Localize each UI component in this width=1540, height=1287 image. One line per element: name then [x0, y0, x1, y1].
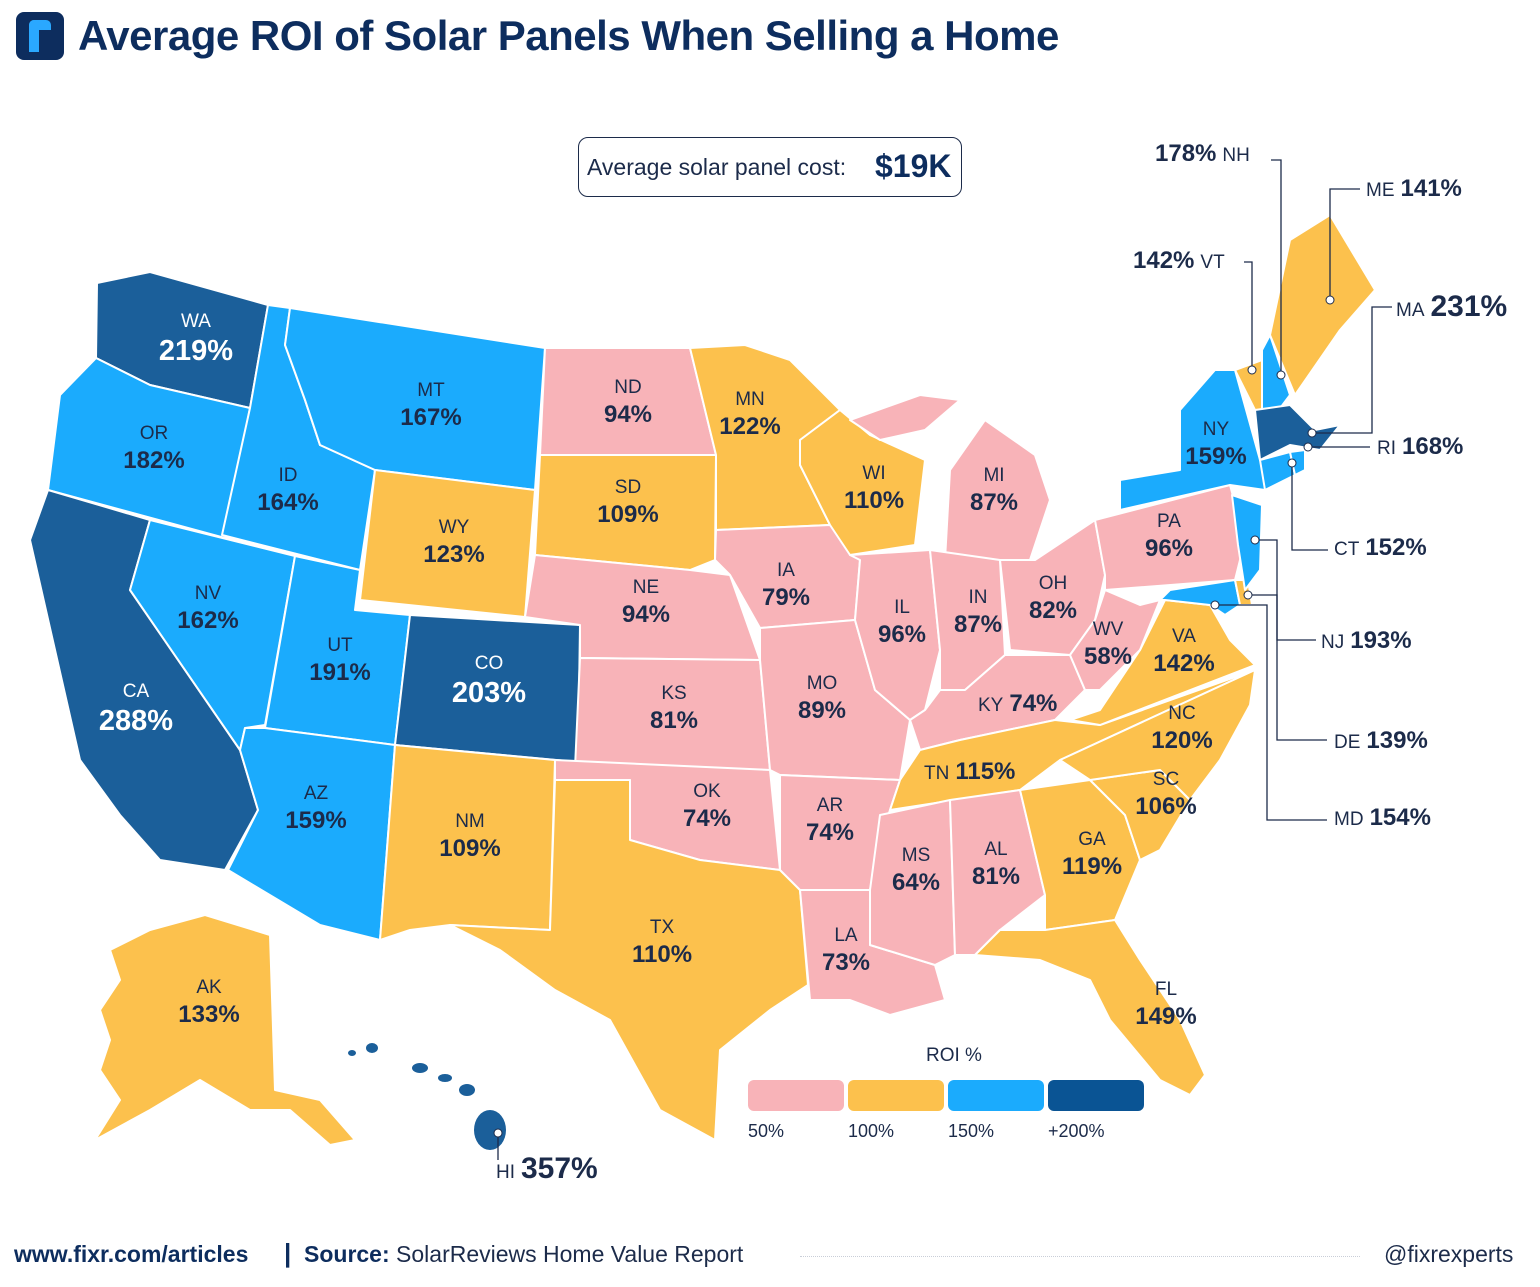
label-sc: SC 106%	[1135, 769, 1197, 820]
state-ma	[1254, 404, 1341, 461]
label-ca: CA 288%	[98, 681, 174, 737]
label-ms: MS 64%	[891, 845, 941, 896]
label-mi: MI 87%	[969, 465, 1019, 516]
label-hi: HI 357%	[496, 1152, 598, 1185]
label-mt: MT 167%	[400, 380, 462, 431]
state-nj	[1231, 494, 1263, 591]
state-fl	[974, 919, 1206, 1096]
label-al: AL 81%	[971, 839, 1021, 890]
label-ky: KY 74%	[978, 690, 1058, 717]
label-ct: CT 152%	[1334, 534, 1427, 561]
state-me	[1269, 214, 1376, 396]
legend-swatch-over-200	[1048, 1080, 1144, 1111]
legend-title: ROI %	[926, 1045, 982, 1066]
label-de: DE 139%	[1334, 727, 1428, 754]
label-wa: WA 219%	[158, 311, 234, 367]
state-tx	[449, 779, 809, 1141]
label-il: IL 96%	[877, 597, 927, 648]
footer-source-name: SolarReviews Home Value Report	[396, 1241, 744, 1267]
label-id: ID 164%	[257, 465, 319, 516]
label-ut: UT 191%	[309, 635, 371, 686]
label-ny: NY 159%	[1185, 419, 1247, 470]
leader-lines	[497, 159, 1392, 1160]
state-sd	[534, 454, 717, 571]
legend-swatch-150-200	[948, 1080, 1044, 1111]
label-ia: IA 79%	[761, 560, 811, 611]
state-az	[227, 727, 396, 941]
label-mn: MN 122%	[719, 389, 781, 440]
label-ks: KS 81%	[649, 683, 699, 734]
label-ma: MA 231%	[1396, 290, 1508, 323]
footer-source-label: Source:	[304, 1241, 390, 1267]
fixr-logo	[16, 12, 64, 60]
state-hi	[348, 1043, 506, 1150]
label-nc: NC 120%	[1151, 703, 1213, 754]
label-co: CO 203%	[451, 653, 527, 709]
label-nd: ND 94%	[603, 377, 653, 428]
label-tx: TX 110%	[631, 917, 693, 968]
average-cost-value: $19K	[875, 148, 952, 184]
leader-dots	[493, 295, 1335, 1138]
legend-tick-50: 50%	[748, 1121, 785, 1141]
legend-tick-200: +200%	[1048, 1121, 1105, 1141]
label-ak: AK 133%	[178, 977, 240, 1028]
label-wy: WY 123%	[423, 517, 485, 568]
label-nh: 178% NH	[1155, 140, 1250, 167]
label-fl: FL 149%	[1135, 979, 1197, 1030]
label-ri: RI 168%	[1377, 433, 1464, 460]
footer-divider	[800, 1256, 1360, 1257]
label-nm: NM 109%	[439, 811, 501, 862]
footer-handle[interactable]: @fixrexperts	[1384, 1241, 1514, 1267]
label-wi: WI 110%	[843, 463, 905, 514]
footer-separator: |	[284, 1238, 292, 1268]
label-vt: 142% VT	[1133, 247, 1225, 274]
page-title: Average ROI of Solar Panels When Selling…	[78, 12, 1059, 59]
label-pa: PA 96%	[1144, 511, 1194, 562]
legend-tick-150: 150%	[948, 1121, 995, 1141]
average-cost-box: Average solar panel cost: $19K	[578, 137, 962, 197]
average-cost-label: Average solar panel cost:	[587, 154, 847, 180]
state-oh	[999, 519, 1106, 656]
label-az: AZ 159%	[285, 783, 347, 834]
label-ar: AR 74%	[805, 795, 855, 846]
state-nc	[1059, 669, 1256, 801]
state-nh	[1261, 334, 1291, 416]
label-md: MD 154%	[1334, 804, 1431, 831]
label-nv: NV 162%	[177, 583, 239, 634]
label-tn: TN 115%	[924, 758, 1016, 785]
label-oh: OH 82%	[1028, 573, 1078, 624]
label-la: LA 73%	[821, 925, 871, 976]
state-ri	[1289, 449, 1306, 476]
label-me: ME 141%	[1366, 175, 1462, 202]
label-wv: WV 58%	[1083, 619, 1133, 670]
footer-source: Source: SolarReviews Home Value Report	[304, 1241, 743, 1268]
state-md	[1159, 579, 1241, 616]
label-in: IN 87%	[953, 587, 1003, 638]
legend-swatch-under-100	[748, 1080, 844, 1111]
label-ok: OK 74%	[682, 781, 732, 832]
label-va: VA 142%	[1153, 626, 1215, 677]
state-ak	[94, 914, 356, 1146]
label-ga: GA 119%	[1061, 829, 1123, 880]
label-or: OR 182%	[123, 423, 185, 474]
state-ct	[1259, 451, 1296, 491]
label-mo: MO 89%	[797, 673, 847, 724]
label-sd: SD 109%	[597, 477, 659, 528]
label-ne: NE 94%	[621, 577, 671, 628]
label-nj: NJ 193%	[1321, 627, 1412, 654]
footer-url-link[interactable]: www.fixr.com/articles	[14, 1241, 249, 1267]
state-wi	[799, 409, 926, 556]
legend-swatch-100-150	[848, 1080, 944, 1111]
legend-tick-100: 100%	[848, 1121, 895, 1141]
